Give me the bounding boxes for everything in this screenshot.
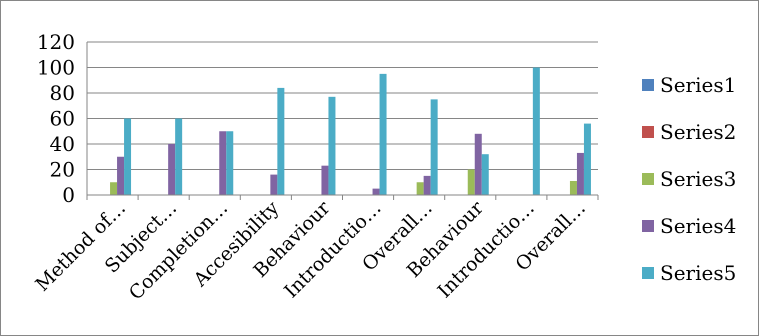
legend-swatch-series1: [642, 79, 654, 91]
bar-series4-1: [168, 144, 176, 195]
bar-series3-0: [110, 182, 118, 195]
legend-swatch-series5: [642, 267, 654, 279]
bar-series5-6: [430, 99, 438, 195]
legend-label-series1: Series1: [660, 73, 736, 97]
bar-series5-9: [583, 123, 591, 195]
bars: [110, 67, 591, 195]
bar-series4-4: [321, 165, 329, 195]
legend-label-series5: Series5: [660, 261, 736, 285]
bar-series5-7: [481, 154, 489, 195]
gridlines: [87, 41, 598, 170]
y-tick-label: 0: [62, 183, 75, 207]
bar-series5-8: [532, 67, 540, 195]
category-labels: Method of…Subject…Completion…Accesibilit…: [31, 196, 590, 304]
legend-swatch-series3: [642, 173, 654, 185]
legend-swatch-series2: [642, 126, 654, 138]
bar-series5-5: [379, 73, 387, 195]
bar-series3-7: [467, 169, 475, 195]
bar-series5-3: [277, 87, 285, 195]
legend-swatch-series4: [642, 220, 654, 232]
bar-series4-9: [576, 152, 584, 195]
bar-series3-9: [569, 180, 577, 195]
y-tick-label: 20: [50, 158, 75, 182]
bar-series4-3: [270, 174, 278, 195]
bar-series5-4: [328, 96, 336, 195]
y-tick-label: 80: [50, 81, 75, 105]
y-tick-label: 100: [37, 56, 75, 80]
bar-series4-6: [423, 175, 431, 195]
y-tick-label: 40: [50, 132, 75, 156]
legend-label-series2: Series2: [660, 120, 736, 144]
legend-label-series4: Series4: [660, 214, 736, 238]
bar-series4-0: [117, 156, 125, 195]
y-tick-label: 120: [37, 30, 75, 54]
bar-series5-1: [175, 118, 183, 195]
bar-series3-6: [416, 182, 424, 195]
bar-series5-0: [124, 118, 132, 195]
bar-series5-2: [226, 131, 234, 195]
legend: Series1 Series2 Series3 Series4 Series5: [642, 73, 736, 285]
legend-label-series3: Series3: [660, 167, 736, 191]
bar-series4-7: [474, 133, 482, 195]
axes: [86, 42, 599, 200]
y-tick-label: 60: [50, 107, 75, 131]
bar-series4-2: [219, 131, 227, 195]
bar-series4-5: [372, 188, 380, 195]
